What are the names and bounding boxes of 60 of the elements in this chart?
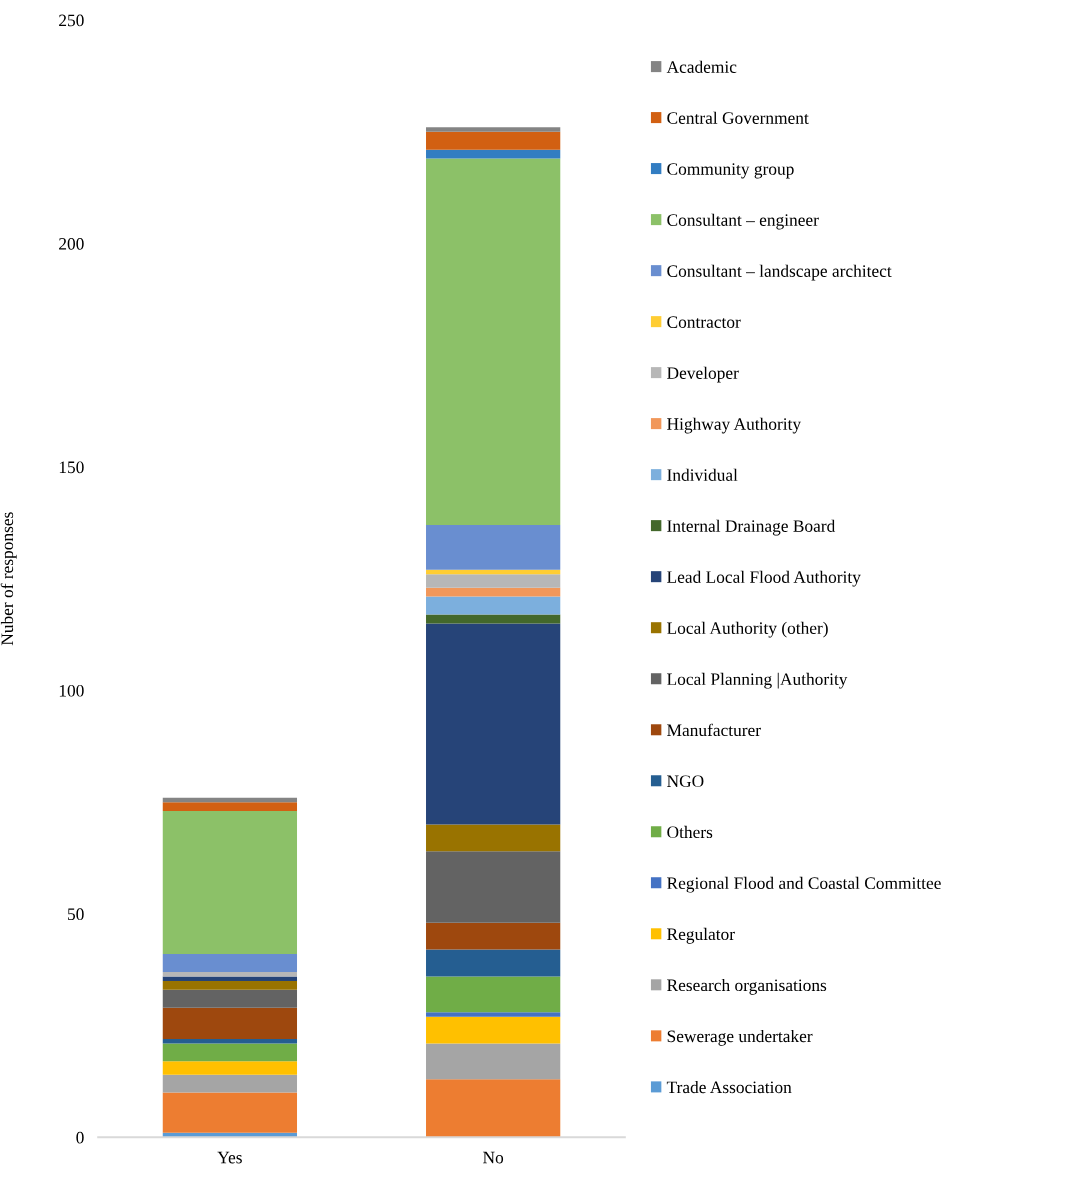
x-tick-label: Yes (217, 1151, 242, 1164)
bar (426, 1079, 561, 1138)
legend-label: Regional Flood and Coastal Committee (667, 876, 941, 893)
legend-label: Sewerage undertaker (667, 1029, 813, 1046)
legend-label: Trade Association (666, 1080, 792, 1094)
bar (426, 623, 561, 825)
bar (426, 949, 561, 977)
bar (426, 614, 561, 624)
legend-label: Internal Drainage Board (667, 519, 836, 536)
legend-label: Developer (667, 366, 739, 383)
bar (162, 1061, 298, 1075)
bar (162, 1043, 298, 1062)
y-tick-label: 150 (59, 461, 84, 474)
legend-label: Lead Local Flood Authority (667, 570, 861, 587)
bar (426, 922, 561, 950)
legend-label: Consultant – engineer (667, 213, 819, 230)
bar (426, 158, 561, 526)
legend-label: Highway Authority (667, 417, 802, 434)
legend-label: Individual (667, 468, 738, 481)
y-tick-label: 250 (59, 14, 84, 27)
bar (162, 811, 298, 955)
bar (426, 149, 561, 159)
bar (162, 980, 298, 990)
legend-label: Contractor (667, 316, 741, 328)
bar (426, 596, 561, 615)
bar (426, 1043, 561, 1080)
bar (426, 851, 561, 923)
legend-label: NGO (667, 775, 704, 788)
legend-label: Others (667, 825, 713, 839)
x-tick-label: No (483, 1151, 504, 1164)
bar (162, 976, 298, 981)
legend-label: Academic (666, 60, 737, 73)
bar (162, 802, 298, 812)
legend-label: Regulator (667, 927, 735, 944)
legend-label: Research organisations (667, 978, 827, 995)
legend-label: Community group (667, 163, 794, 179)
bar (426, 574, 561, 588)
bar (426, 976, 561, 1013)
y-tick-label: 200 (59, 238, 84, 250)
bar (162, 1007, 298, 1039)
y-tick-label: 100 (59, 684, 84, 697)
bar (426, 1016, 561, 1044)
legend-label: Central Government (667, 111, 809, 124)
legend-label: Manufacturer (667, 723, 761, 737)
bar (426, 824, 561, 852)
y-tick-label: 50 (68, 908, 84, 921)
legend-label: Consultant – landscape architect (667, 264, 892, 281)
bar (426, 127, 561, 132)
y-axis-title: Nuber of responses (0, 512, 17, 646)
bar (162, 954, 298, 972)
bar (426, 131, 561, 150)
y-tick-label: 0 (76, 1131, 84, 1144)
bar (162, 1074, 298, 1093)
legend-label: Local Planning |Authority (667, 672, 848, 689)
legend-label: Local Authority (other) (667, 621, 828, 638)
bar (426, 587, 561, 597)
bar (426, 525, 561, 570)
bar (162, 1092, 298, 1133)
bar (162, 989, 298, 1008)
bar (426, 1012, 561, 1017)
